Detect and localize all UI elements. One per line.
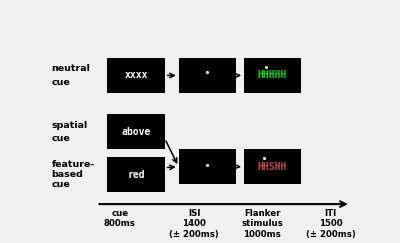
Text: Flanker
stimulus
1000ms: Flanker stimulus 1000ms [242,209,283,239]
FancyBboxPatch shape [179,149,236,184]
FancyBboxPatch shape [107,157,165,192]
Text: cue: cue [52,78,70,87]
Text: feature-: feature- [52,160,95,169]
Text: HHHHH: HHHHH [258,70,287,80]
Text: cue: cue [52,181,70,190]
Text: ISI
1400
(± 200ms): ISI 1400 (± 200ms) [169,209,219,239]
FancyBboxPatch shape [244,58,301,93]
FancyBboxPatch shape [179,58,236,93]
Text: ITI
1500
(± 200ms): ITI 1500 (± 200ms) [306,209,356,239]
FancyBboxPatch shape [107,114,165,149]
FancyBboxPatch shape [107,58,165,93]
Text: cue
800ms: cue 800ms [104,209,136,228]
FancyBboxPatch shape [244,149,301,184]
Text: spatial: spatial [52,121,88,130]
Text: HHSHH: HHSHH [258,162,287,172]
Text: above: above [121,127,151,137]
Text: xxxx: xxxx [124,70,148,80]
Text: red: red [127,170,145,180]
Text: based: based [52,170,84,179]
Text: cue: cue [52,134,70,143]
Text: neutral: neutral [52,64,90,73]
